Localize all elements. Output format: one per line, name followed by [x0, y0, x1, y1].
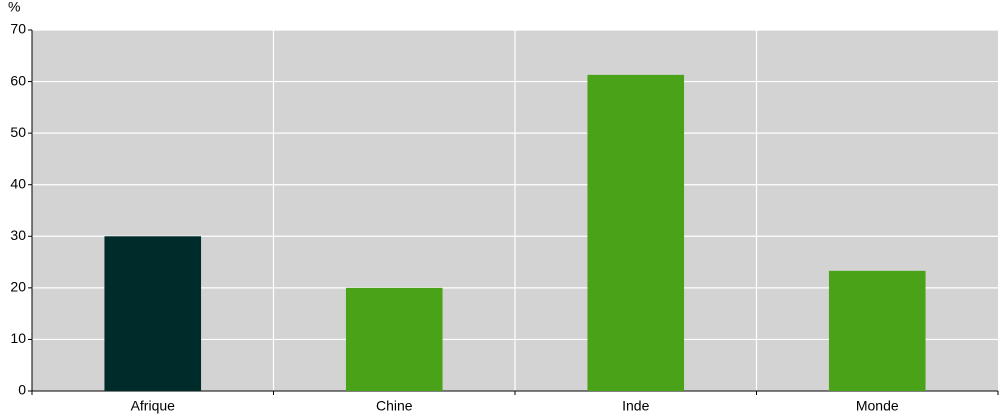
y-tick-label: 10 [10, 330, 26, 346]
y-tick-label: 70 [10, 21, 26, 37]
y-tick-label: 0 [18, 382, 26, 398]
y-tick-label: 20 [10, 279, 26, 295]
x-tick-label: Inde [622, 398, 649, 414]
x-tick-label: Chine [376, 398, 413, 414]
bar [104, 236, 202, 391]
x-tick-label: Afrique [131, 398, 176, 414]
bar [587, 74, 685, 392]
y-tick-label: 60 [10, 72, 26, 88]
bar [345, 287, 443, 391]
y-axis-label: % [8, 0, 20, 15]
y-tick-label: 40 [10, 175, 26, 191]
y-tick-label: 30 [10, 227, 26, 243]
x-tick-label: Monde [856, 398, 899, 414]
bar [828, 270, 926, 391]
y-tick-label: 50 [10, 124, 26, 140]
